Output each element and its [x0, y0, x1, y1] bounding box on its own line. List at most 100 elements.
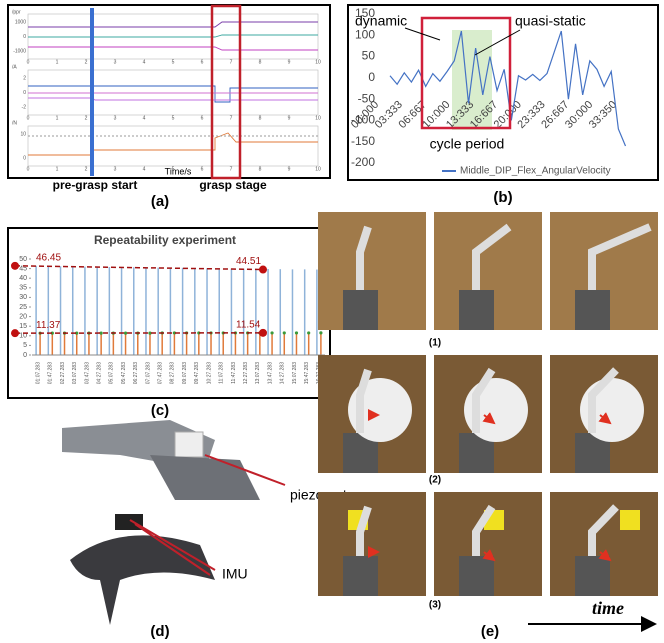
x-tick-label: 8 — [259, 59, 262, 65]
data-label: 44.51 — [236, 256, 261, 267]
y-tick-label: -1000 — [13, 48, 26, 54]
x-tick-label: 07:47.283 — [158, 362, 164, 384]
x-tick-label: 1 — [56, 115, 59, 121]
x-tick-label: 9 — [288, 115, 291, 121]
y-tick-label: 50 — [19, 256, 27, 263]
x-tick-label: 4 — [143, 59, 146, 65]
x-tick-label: 01:47.283 — [48, 362, 54, 384]
panel-c: Repeatability experiment0510152025303540… — [8, 228, 330, 419]
x-tick-label: 7 — [230, 59, 233, 65]
panel-frame — [8, 5, 330, 178]
y-tick-label: -150 — [351, 134, 375, 148]
annotation: IMU — [222, 566, 248, 582]
x-tick-label: 02:27.283 — [60, 362, 66, 384]
photo-base — [575, 290, 610, 330]
y-tick-label: -2 — [22, 104, 27, 110]
x-tick-label: 5 — [172, 59, 175, 65]
bar-cap — [124, 332, 127, 335]
photo-base — [150, 455, 260, 500]
x-tick-label: 08:27.283 — [170, 362, 176, 384]
photo-cube — [620, 510, 640, 530]
unit: /ppr — [12, 9, 21, 15]
page: { "panel_a": { "label": "(a)", "units": … — [0, 0, 664, 643]
x-tick-label: 01:07.283 — [35, 362, 41, 384]
x-tick-label: 07:07.283 — [145, 362, 151, 384]
y-tick-label: 5 — [23, 342, 27, 349]
x-tick-label: 3 — [114, 115, 117, 121]
x-tick-label: 6 — [201, 115, 204, 121]
x-tick-label: 2 — [85, 166, 88, 172]
x-tick-label: 10 — [315, 115, 321, 121]
x-tick-label: 03:47.283 — [84, 362, 90, 384]
x-tick-label: 7 — [230, 115, 233, 121]
y-tick-label: 40 — [19, 275, 27, 282]
y-tick-label: 0 — [23, 90, 26, 96]
photo-glove — [70, 535, 215, 625]
panel-d: piezometer IMU (d) — [62, 420, 360, 640]
y-tick-label: 0 — [368, 70, 375, 84]
y-tick-label: 0 — [23, 352, 27, 359]
x-tick-label: 9 — [288, 59, 291, 65]
annotation: pre-grasp start — [53, 178, 138, 192]
row-label: (1) — [429, 338, 441, 349]
x-tick-label: 5 — [172, 115, 175, 121]
bar-cap — [283, 331, 286, 334]
data-label: 11.37 — [36, 320, 61, 331]
data-label: 11.54 — [236, 319, 261, 330]
x-tick-label: 4 — [143, 115, 146, 121]
x-tick-label: 11:07.283 — [219, 362, 225, 384]
x-tick-label: 06:27.283 — [133, 362, 139, 384]
y-tick-label: 1000 — [15, 19, 26, 25]
legend-label: Middle_DIP_Flex_AngularVelocity — [460, 166, 611, 177]
y-tick-label: -200 — [351, 155, 375, 169]
y-tick-label: 30 — [19, 294, 27, 301]
x-tick-label: 1 — [56, 166, 59, 172]
x-tick-label: 4 — [143, 166, 146, 172]
x-tick-label: 10 — [315, 166, 321, 172]
panel-label: (b) — [493, 189, 512, 206]
x-tick-label: 8 — [259, 166, 262, 172]
x-tick-label: 13:47.283 — [267, 362, 273, 384]
panel-label: (a) — [151, 193, 169, 210]
x-tick-label: 2 — [85, 59, 88, 65]
x-tick-label: 6 — [201, 166, 204, 172]
panel-frame — [348, 5, 658, 180]
annotation: quasi-static — [515, 13, 586, 29]
panel-label: (d) — [150, 623, 169, 640]
annotation: cycle period — [430, 136, 505, 152]
figure: /ppr /A /N 10000-100001234567891020-2012… — [0, 0, 664, 643]
x-tick-label: 8 — [259, 115, 262, 121]
y-tick-label: 25 — [19, 304, 27, 311]
y-tick-label: 0 — [23, 34, 26, 40]
y-tick-label: 10 — [20, 131, 26, 137]
bar-cap — [100, 332, 103, 335]
photo-base — [343, 290, 378, 330]
x-tick-label: 03:07.283 — [72, 362, 78, 384]
x-tick-label: 3 — [114, 166, 117, 172]
x-tick-label: 15:07.283 — [292, 362, 298, 384]
row-label: (3) — [429, 600, 441, 611]
y-tick-label: 0 — [23, 155, 26, 161]
photo-base — [575, 556, 610, 596]
panel-label: (e) — [481, 623, 499, 640]
photo-base — [459, 290, 494, 330]
x-tick-label: 1 — [56, 59, 59, 65]
y-tick-label: 15 — [19, 323, 27, 330]
endpoint — [11, 329, 19, 337]
x-tick-label: 11:47.283 — [231, 362, 237, 384]
x-tick-label: 09:07.283 — [182, 362, 188, 384]
bar-cap — [319, 331, 322, 334]
x-tick-label: 3 — [114, 59, 117, 65]
bar-cap — [295, 331, 298, 334]
x-label: Time/s — [165, 166, 192, 176]
photo-base — [459, 556, 494, 596]
x-tick-label: 15:47.283 — [304, 362, 310, 384]
unit: /N — [12, 120, 17, 126]
x-tick-label: 14:27.283 — [280, 362, 286, 384]
y-tick-label: 20 — [19, 313, 27, 320]
x-tick-label: 04:27.283 — [96, 362, 102, 384]
x-tick-label: 05:07.283 — [109, 362, 115, 384]
x-tick-label: 09:47.283 — [194, 362, 200, 384]
bar-cap — [307, 331, 310, 334]
